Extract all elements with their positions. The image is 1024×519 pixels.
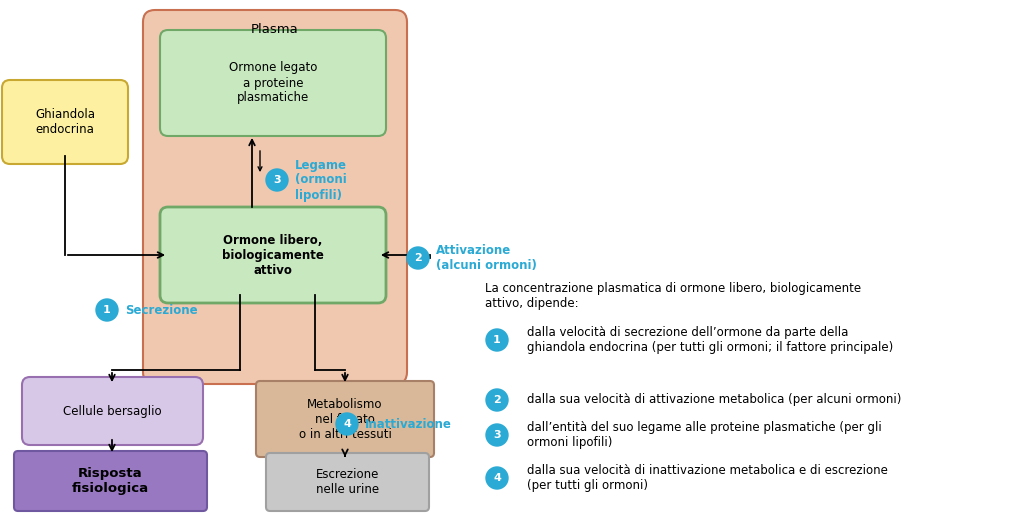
Circle shape — [486, 424, 508, 446]
FancyBboxPatch shape — [143, 10, 407, 384]
Text: Ormone libero,
biologicamente
attivo: Ormone libero, biologicamente attivo — [222, 234, 324, 277]
Circle shape — [407, 247, 429, 269]
Circle shape — [336, 413, 358, 435]
Text: La concentrazione plasmatica di ormone libero, biologicamente
attivo, dipende:: La concentrazione plasmatica di ormone l… — [485, 282, 861, 310]
Circle shape — [266, 169, 288, 191]
Text: Inattivazione: Inattivazione — [365, 417, 452, 430]
Text: 2: 2 — [494, 395, 501, 405]
Circle shape — [486, 389, 508, 411]
FancyBboxPatch shape — [22, 377, 203, 445]
FancyBboxPatch shape — [160, 30, 386, 136]
Text: Metabolismo
nel fegato
o in altri tessuti: Metabolismo nel fegato o in altri tessut… — [299, 398, 391, 441]
Text: Plasma: Plasma — [251, 23, 299, 36]
Text: dalla velocità di secrezione dell’ormone da parte della
ghiandola endocrina (per: dalla velocità di secrezione dell’ormone… — [527, 326, 893, 354]
Text: Cellule bersaglio: Cellule bersaglio — [63, 404, 162, 417]
Circle shape — [96, 299, 118, 321]
Circle shape — [486, 467, 508, 489]
Circle shape — [486, 329, 508, 351]
Text: Ormone legato
a proteine
plasmatiche: Ormone legato a proteine plasmatiche — [228, 61, 317, 104]
Text: dalla sua velocità di inattivazione metabolica e di escrezione
(per tutti gli or: dalla sua velocità di inattivazione meta… — [527, 464, 888, 492]
FancyBboxPatch shape — [2, 80, 128, 164]
Text: dalla sua velocità di attivazione metabolica (per alcuni ormoni): dalla sua velocità di attivazione metabo… — [527, 393, 901, 406]
Text: Secrezione: Secrezione — [125, 304, 198, 317]
Text: 4: 4 — [343, 419, 351, 429]
Text: 3: 3 — [273, 175, 281, 185]
Text: Risposta
fisiologica: Risposta fisiologica — [72, 467, 150, 495]
FancyBboxPatch shape — [256, 381, 434, 457]
Text: Legame
(ormoni
lipofili): Legame (ormoni lipofili) — [295, 158, 347, 201]
Text: Escrezione
nelle urine: Escrezione nelle urine — [315, 468, 379, 496]
Text: 1: 1 — [494, 335, 501, 345]
Text: 3: 3 — [494, 430, 501, 440]
Text: 1: 1 — [103, 305, 111, 315]
Text: 2: 2 — [414, 253, 422, 263]
FancyBboxPatch shape — [266, 453, 429, 511]
Text: dall’entità del suo legame alle proteine plasmatiche (per gli
ormoni lipofili): dall’entità del suo legame alle proteine… — [527, 421, 882, 449]
FancyBboxPatch shape — [160, 207, 386, 303]
Text: Ghiandola
endocrina: Ghiandola endocrina — [35, 108, 95, 136]
Text: Attivazione
(alcuni ormoni): Attivazione (alcuni ormoni) — [436, 244, 537, 272]
Text: 4: 4 — [494, 473, 501, 483]
FancyBboxPatch shape — [14, 451, 207, 511]
